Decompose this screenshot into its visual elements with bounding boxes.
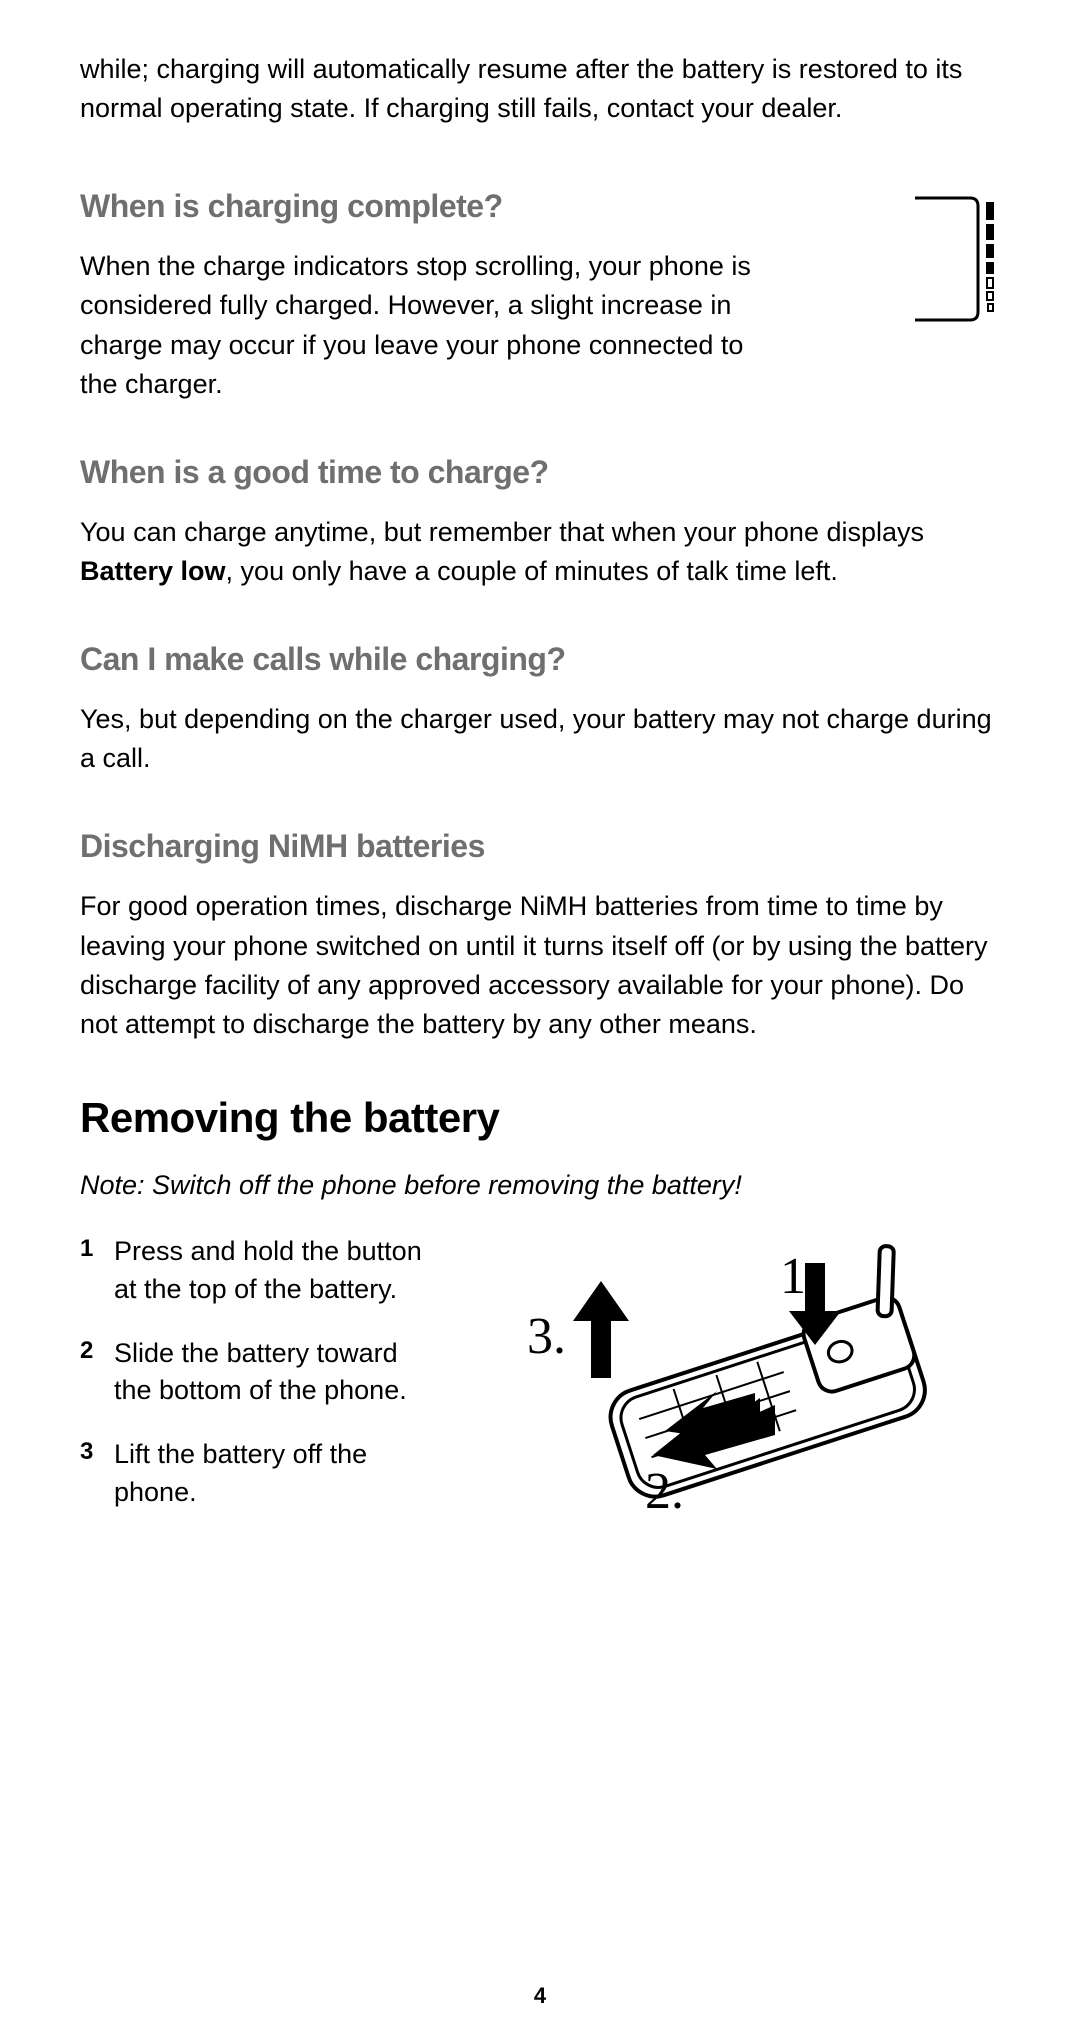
body-good-time-pre: You can charge anytime, but remember tha… [80, 517, 924, 547]
page-number: 4 [0, 1983, 1080, 2009]
step-text: Lift the battery off the phone. [114, 1436, 440, 1512]
illus-label-3: 3. [527, 1308, 566, 1365]
body-calls: Yes, but depending on the charger used, … [80, 700, 1000, 778]
body-charging-complete: When the charge indicators stop scrollin… [80, 247, 780, 404]
step-number: 2 [80, 1335, 114, 1411]
section-discharge: Discharging NiMH batteries For good oper… [80, 828, 1000, 1044]
heading-good-time: When is a good time to charge? [80, 454, 1000, 491]
intro-paragraph: while; charging will automatically resum… [80, 50, 1000, 128]
body-good-time-bold: Battery low [80, 556, 226, 586]
illus-label-2: 2. [645, 1463, 684, 1520]
step-text: Slide the battery toward the bottom of t… [114, 1335, 440, 1411]
note-text: Note: Switch off the phone before removi… [80, 1170, 1000, 1201]
body-good-time-post: , you only have a couple of minutes of t… [226, 556, 838, 586]
heading-charging-complete: When is charging complete? [80, 188, 1000, 225]
steps-list: 1 Press and hold the button at the top o… [80, 1233, 440, 1538]
phone-illustration: 1. 2. 3. [470, 1233, 1000, 1543]
section-good-time: When is a good time to charge? You can c… [80, 454, 1000, 591]
heading-calls: Can I make calls while charging? [80, 641, 1000, 678]
battery-indicator-icon [910, 192, 1000, 332]
step-item: 3 Lift the battery off the phone. [80, 1436, 440, 1512]
section-calls: Can I make calls while charging? Yes, bu… [80, 641, 1000, 778]
step-item: 1 Press and hold the button at the top o… [80, 1233, 440, 1309]
step-item: 2 Slide the battery toward the bottom of… [80, 1335, 440, 1411]
section-charging-complete: When is charging complete? When the char… [80, 188, 1000, 404]
step-number: 3 [80, 1436, 114, 1512]
body-discharge: For good operation times, discharge NiMH… [80, 887, 1000, 1044]
heading-discharge: Discharging NiMH batteries [80, 828, 1000, 865]
step-number: 1 [80, 1233, 114, 1309]
illus-label-1: 1. [780, 1248, 819, 1305]
step-text: Press and hold the button at the top of … [114, 1233, 440, 1309]
heading-removing-battery: Removing the battery [80, 1094, 1000, 1142]
steps-container: 1 Press and hold the button at the top o… [80, 1233, 1000, 1543]
body-good-time: You can charge anytime, but remember tha… [80, 513, 1000, 591]
